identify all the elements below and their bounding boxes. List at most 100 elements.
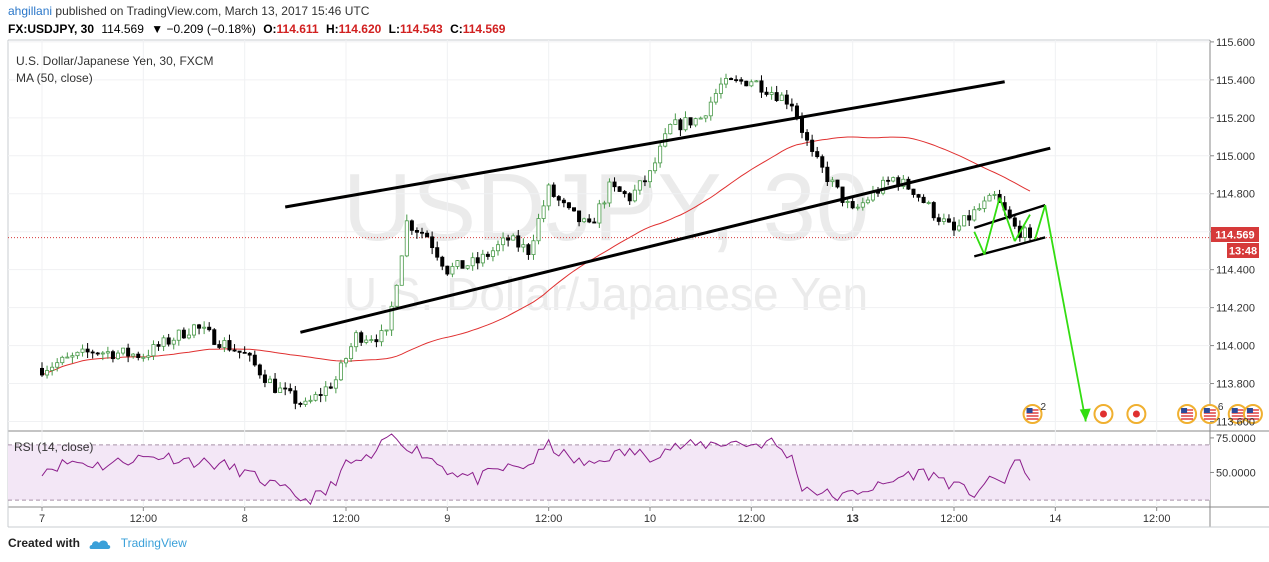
- candle-body: [268, 378, 273, 383]
- candle-body: [698, 117, 703, 120]
- candle-body: [404, 220, 409, 257]
- flag-canton: [1203, 408, 1210, 413]
- trend-lines[interactable]: [284, 80, 1091, 422]
- small-channel-line: [973, 203, 1046, 230]
- candle-body: [105, 351, 110, 354]
- candle-body: [693, 118, 698, 126]
- candle-body: [232, 349, 237, 352]
- candle-body: [531, 240, 536, 255]
- created-with-text: Created with: [8, 536, 81, 550]
- candle-body: [703, 115, 708, 119]
- time-tick-label: 9: [444, 513, 450, 525]
- candle-body: [318, 394, 323, 396]
- candle-body: [217, 344, 222, 348]
- candle-body: [440, 256, 445, 267]
- candle-body: [830, 179, 835, 183]
- close-label: C:: [450, 22, 463, 36]
- candle-body: [181, 329, 186, 339]
- event-count: 2: [1041, 402, 1047, 413]
- candle-body: [779, 94, 784, 101]
- candle-body: [769, 92, 774, 95]
- price-tick-label: 114.800: [1216, 189, 1255, 201]
- candle-body: [921, 196, 926, 204]
- candle-body: [688, 117, 693, 126]
- event-count: 6: [1218, 402, 1224, 413]
- candle-body: [1028, 227, 1033, 238]
- candle-body: [207, 326, 212, 331]
- candle-body: [166, 337, 171, 345]
- candle-body: [501, 237, 506, 246]
- candle-body: [425, 232, 430, 238]
- high-label: H:: [325, 22, 339, 36]
- candle-body: [70, 355, 75, 358]
- candle-body: [678, 119, 683, 131]
- candle-body: [850, 201, 855, 209]
- symbol-label: FX:USDJPY, 30: [8, 22, 95, 36]
- candle-body: [551, 184, 556, 197]
- time-tick-label: 12:00: [535, 513, 563, 525]
- candle-body: [561, 199, 566, 204]
- candle-body: [273, 378, 278, 393]
- candle-body: [744, 80, 749, 87]
- candle-body: [957, 225, 962, 231]
- candle-body: [460, 260, 465, 269]
- flag-canton: [1181, 408, 1188, 413]
- rsi-series-line: [41, 433, 1031, 506]
- candle-body: [298, 402, 303, 405]
- candle-body: [100, 352, 105, 355]
- candle-body: [227, 340, 232, 351]
- rsi-plot: [8, 433, 1210, 506]
- time-tick-label: 12:00: [332, 513, 360, 525]
- candle-body: [967, 215, 972, 221]
- time-axis[interactable]: 7 12:00 8 12:00 9 12:00 10 12:00 13 12:00 14 12:00: [39, 507, 1171, 525]
- candle-body: [891, 177, 896, 182]
- candle-body: [80, 348, 85, 353]
- candle-body: [865, 199, 870, 204]
- candle-body: [946, 218, 951, 223]
- candle-body: [617, 186, 622, 192]
- main-legend-title: U.S. Dollar/Japanese Yen, 30, FXCM: [16, 54, 213, 68]
- time-tick-label: 10: [644, 513, 656, 525]
- candle-body: [354, 332, 359, 348]
- time-tick-label: 12:00: [130, 513, 158, 525]
- candle-body: [541, 205, 546, 219]
- price-axis[interactable]: 113.600113.800114.000114.200114.400114.6…: [1210, 37, 1256, 480]
- candle-body: [374, 339, 379, 343]
- candle-body: [941, 218, 946, 222]
- candle-body: [511, 235, 516, 241]
- ma-series-line: [41, 136, 1031, 376]
- candle-body: [911, 188, 916, 195]
- candle-body: [333, 379, 338, 389]
- zigzag-arrow: [1014, 214, 1031, 242]
- candle-body: [480, 253, 485, 264]
- candle-body: [577, 210, 582, 223]
- candle-body: [1012, 217, 1017, 227]
- candle-body: [212, 329, 217, 345]
- last-price: 114.569: [101, 22, 144, 36]
- candle-body: [759, 80, 764, 93]
- candle-body: [962, 215, 967, 227]
- candle-body: [131, 353, 136, 357]
- candle-body: [622, 191, 627, 195]
- candle-body: [658, 145, 663, 164]
- time-tick-label: 12:00: [738, 513, 766, 525]
- candle-body: [881, 179, 886, 194]
- candle-body: [136, 353, 141, 358]
- author-link[interactable]: ahgillani: [8, 4, 53, 18]
- candle-body: [156, 344, 161, 347]
- candle-body: [369, 339, 374, 342]
- candle-body: [708, 101, 713, 117]
- candle-body: [754, 80, 759, 83]
- ma-legend: MA (50, close): [16, 71, 93, 85]
- candle-body: [430, 236, 435, 249]
- tradingview-brand-link[interactable]: TradingView: [120, 536, 187, 550]
- candle-body: [146, 355, 151, 358]
- flag-canton: [1026, 408, 1033, 413]
- candle-body: [774, 92, 779, 101]
- candle-body: [789, 103, 794, 107]
- last-price-tag: [1211, 227, 1259, 242]
- candle-body: [50, 366, 55, 371]
- candle-body: [724, 78, 729, 85]
